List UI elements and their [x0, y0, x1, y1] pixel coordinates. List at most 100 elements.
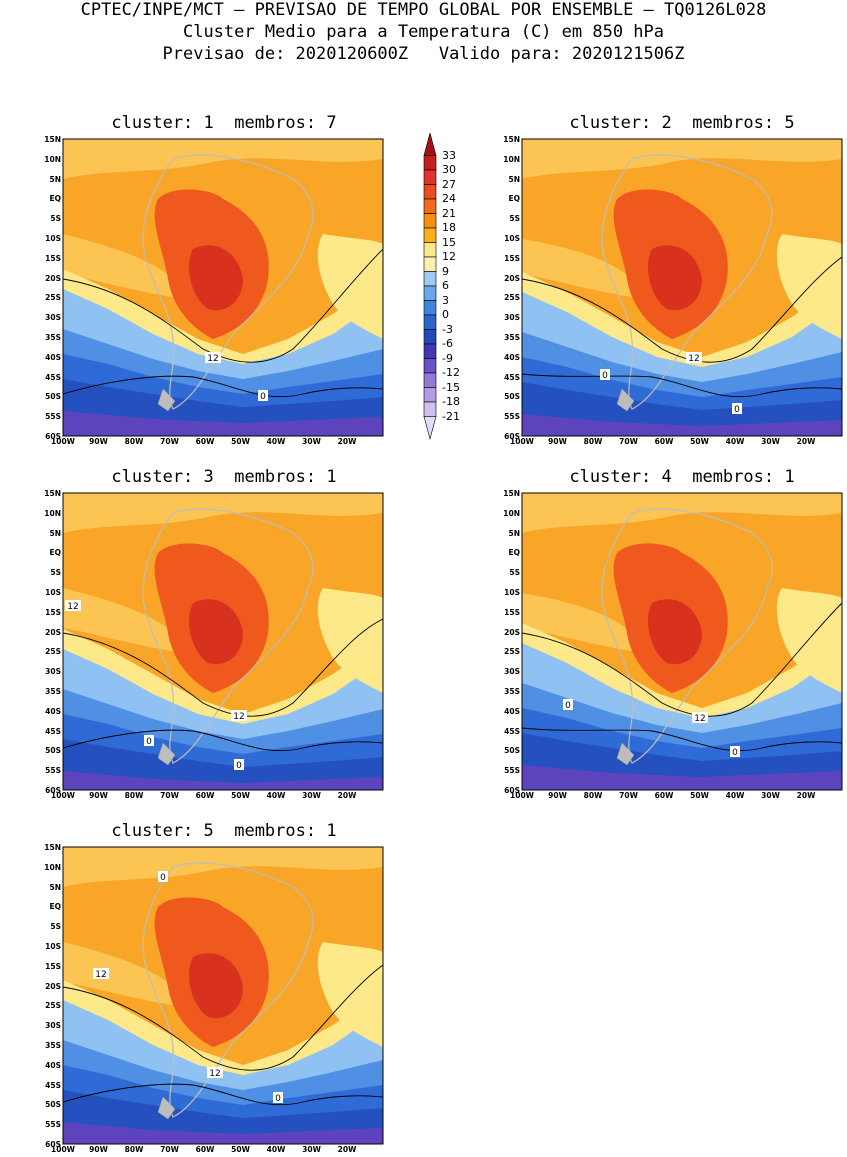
latitude-tick: 50S — [45, 746, 61, 756]
latitude-tick: EQ — [49, 548, 62, 558]
colorbar-segment — [423, 271, 437, 287]
patagonia-islands — [157, 742, 176, 766]
longitude-tick: 50W — [690, 437, 709, 446]
map-panel-cluster-5: 12 12 0 0 — [62, 846, 384, 1145]
atlantic-cool-tongue — [776, 588, 842, 693]
colorbar-segment — [423, 285, 437, 301]
latitude-tick: 35S — [504, 333, 520, 342]
latitude-tick: 5N — [508, 174, 521, 184]
contour-label: 12 — [233, 712, 244, 722]
latitude-tick: 45S — [45, 372, 61, 382]
map-panel-cluster-3: 12 12 0 0 — [62, 492, 384, 791]
panel-2-title: cluster: 2 membros: 5 — [569, 113, 795, 133]
longitude-tick: 30W — [302, 1145, 321, 1154]
latitude-tick: 35S — [45, 333, 61, 342]
latitude-tick: 40S — [504, 706, 520, 716]
latitude-tick: 35S — [45, 1041, 61, 1050]
continent-hot-core — [647, 245, 702, 311]
continent-hot-core — [188, 953, 243, 1019]
contour-label-bg — [692, 712, 708, 723]
colorbar-label: 6 — [442, 279, 449, 292]
longitude-tick: 80W — [124, 437, 144, 446]
map-frame — [521, 492, 843, 791]
longitude-tick: 100W — [510, 791, 534, 800]
longitude-tick: 50W — [231, 791, 250, 800]
colorbar-segment — [423, 155, 437, 171]
contour-label-bg — [273, 1092, 283, 1103]
longitude-tick: 90W — [548, 437, 567, 446]
map-panel-cluster-2: 12 0 0 — [521, 138, 843, 437]
latitude-tick: 50S — [504, 746, 520, 756]
contour-label-bg — [730, 746, 740, 757]
longitude-tick: 60W — [195, 437, 215, 446]
latitude-tick: EQ — [508, 194, 521, 204]
contour-label-bg — [600, 369, 610, 380]
longitude-tick: 100W — [510, 437, 534, 446]
contour-label-bg — [207, 1067, 223, 1078]
longitude-tick: 50W — [231, 437, 250, 446]
latitude-tick: EQ — [49, 902, 62, 912]
north-band — [63, 139, 383, 179]
latitude-tick: 5S — [509, 214, 520, 224]
contour-label-bg — [231, 710, 247, 721]
contour-label: 0 — [160, 873, 166, 883]
colorbar-segment — [423, 242, 437, 258]
latitude-tick: 20S — [45, 981, 61, 991]
main-title-line-1: CPTEC/INPE/MCT – PREVISAO DE TEMPO GLOBA… — [80, 0, 767, 20]
latitude-tick: 45S — [45, 1080, 61, 1090]
latitude-tick: EQ — [508, 548, 521, 558]
colorbar-label: 12 — [442, 250, 456, 263]
latitude-tick: 50S — [45, 1100, 61, 1110]
contour-label: 12 — [694, 714, 705, 724]
colorbar-segment — [423, 329, 437, 345]
contour-label-bg — [234, 759, 244, 770]
contour-label-bg — [258, 390, 268, 401]
main-title-line-3: Previsao de: 2020120600Z Valido para: 20… — [162, 44, 685, 64]
temperature-band-4 — [63, 733, 383, 790]
contour-label-bg — [563, 699, 573, 710]
latitude-tick: 15S — [45, 607, 61, 617]
colorbar-label: 15 — [442, 235, 456, 249]
colorbar-segment — [423, 358, 437, 374]
contour-0 — [62, 375, 384, 398]
latitude-tick: 30S — [45, 313, 61, 323]
latitude-tick: 30S — [504, 667, 520, 677]
patagonia-islands — [616, 742, 635, 766]
latitude-tick: 60S — [45, 786, 61, 795]
latitude-tick: 35S — [45, 687, 61, 696]
longitude-tick: 40W — [266, 1145, 286, 1154]
atlantic-cool-tongue — [317, 588, 383, 693]
latitude-tick: 60S — [504, 432, 520, 441]
colorbar-label: 9 — [442, 264, 449, 278]
longitude-tick: 90W — [89, 437, 108, 446]
colorbar-segment — [423, 300, 437, 316]
contour-0 — [62, 1083, 384, 1106]
longitude-tick: 70W — [160, 437, 179, 446]
north-band — [522, 139, 842, 179]
latitude-tick: 55S — [45, 1120, 61, 1130]
longitude-tick: 40W — [725, 437, 745, 446]
temperature-band-5 — [63, 765, 383, 790]
colorbar-segment — [423, 213, 437, 229]
colorbar-top-arrow — [423, 133, 437, 156]
map-frame — [521, 138, 843, 437]
latitude-tick: EQ — [49, 194, 62, 204]
contour-label: 0 — [602, 371, 608, 381]
latitude-tick: 30S — [45, 1021, 61, 1031]
latitude-tick: 25S — [504, 647, 520, 657]
longitude-tick: 40W — [725, 791, 745, 800]
latitude-tick: 20S — [45, 273, 61, 283]
colorbar-label: -15 — [442, 380, 460, 394]
longitude-tick: 90W — [89, 1145, 108, 1154]
latitude-tick: 40S — [504, 352, 520, 362]
contour-label-bg — [732, 403, 742, 414]
longitude-tick: 30W — [761, 791, 780, 800]
latitude-tick: 55S — [45, 412, 61, 422]
map-frame — [62, 138, 384, 437]
latitude-tick: 40S — [45, 352, 61, 362]
colorbar-segment — [423, 169, 437, 185]
latitude-tick: 15N — [44, 489, 61, 498]
latitude-tick: 10S — [45, 234, 61, 243]
panel-3-title: cluster: 3 membros: 1 — [111, 467, 337, 487]
latitude-tick: 15N — [503, 135, 520, 144]
